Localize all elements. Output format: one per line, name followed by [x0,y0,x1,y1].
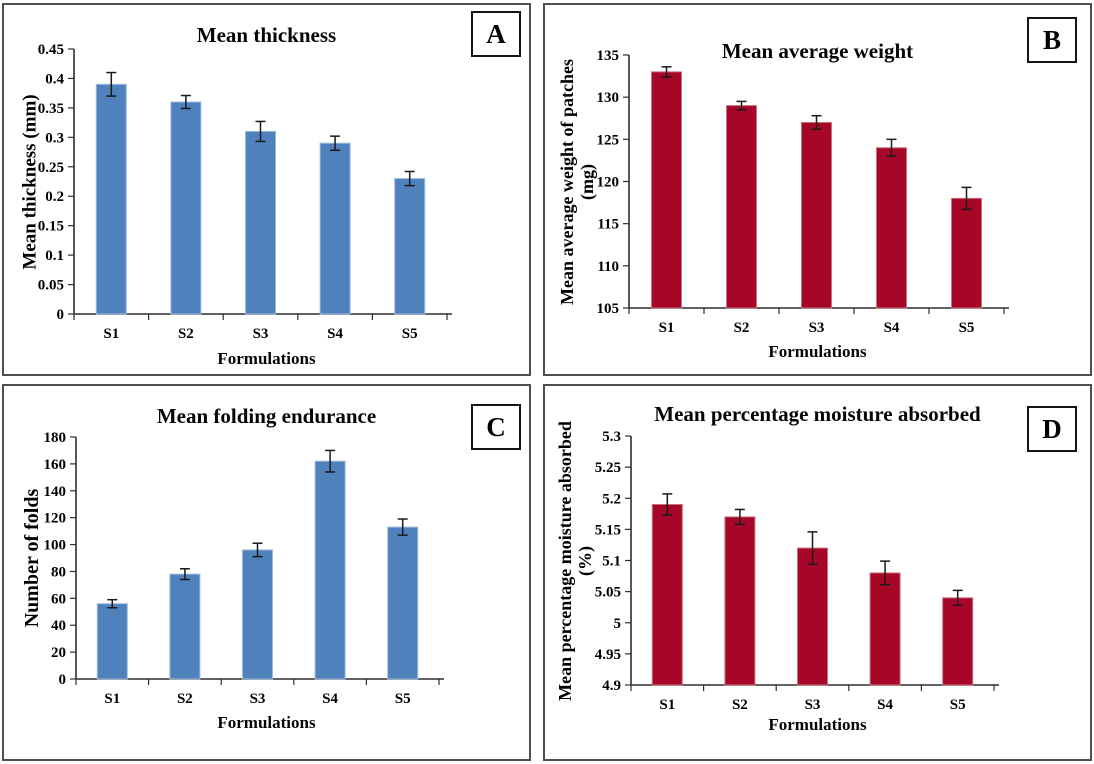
svg-text:5.2: 5.2 [602,491,621,507]
x-axis-label: Formulations [768,715,867,734]
svg-text:0: 0 [59,672,67,688]
svg-text:0.2: 0.2 [45,189,64,205]
svg-text:4.9: 4.9 [602,678,621,694]
svg-text:160: 160 [44,457,67,473]
svg-text:140: 140 [44,484,67,500]
svg-text:S2: S2 [178,326,194,342]
svg-text:S5: S5 [950,697,966,713]
svg-text:5.05: 5.05 [595,585,621,601]
svg-text:0.35: 0.35 [38,101,64,117]
svg-text:120: 120 [597,175,620,191]
panel-letter: D [1042,413,1062,444]
svg-text:0.25: 0.25 [38,160,64,176]
svg-text:135: 135 [597,48,620,64]
panel-a: 0 0.05 0.1 0.15 0.2 0.25 0.3 0.35 0.4 0.45 S1 S2 S3 S… [2,3,531,376]
panel-letter-box: B [1027,17,1077,63]
panel-letter: A [486,18,506,49]
svg-text:S4: S4 [877,697,893,713]
svg-text:S3: S3 [253,326,269,342]
bar-chart-mean-average-weight: 105 110 115 120 125 130 135 S1 S2 S3 S4 S5 [597,48,1009,336]
svg-text:110: 110 [597,259,619,275]
svg-text:100: 100 [44,538,67,554]
panel-letter: B [1042,24,1061,55]
panel-letter: C [486,411,506,442]
svg-text:0.4: 0.4 [45,71,64,87]
svg-text:S1: S1 [659,697,675,713]
svg-text:S1: S1 [104,691,120,707]
svg-text:S3: S3 [809,320,825,336]
svg-text:130: 130 [597,90,620,106]
bar-chart-mean-folding-endurance: 0 20 40 60 80 100 120 140 160 180 S1 S2 S3 S4 S5 [44,430,444,707]
bar-chart-mean-thickness: 0 0.05 0.1 0.15 0.2 0.25 0.3 0.35 0.4 0.45 S1 S2 S3 S… [38,42,452,342]
svg-text:S5: S5 [395,691,411,707]
svg-text:5.1: 5.1 [602,554,621,570]
svg-text:60: 60 [51,591,66,607]
svg-text:S5: S5 [402,326,418,342]
svg-text:20: 20 [51,645,66,661]
svg-text:S2: S2 [177,691,193,707]
svg-text:180: 180 [44,430,67,446]
panel-letter-box: D [1027,406,1077,452]
svg-text:0.3: 0.3 [45,130,64,146]
svg-text:105: 105 [597,301,620,317]
svg-text:S4: S4 [884,320,900,336]
x-axis-label: Formulations [217,349,316,368]
svg-text:S1: S1 [659,320,675,336]
svg-text:120: 120 [44,511,67,527]
chart-title: Mean thickness [196,23,337,47]
svg-text:S4: S4 [327,326,343,342]
svg-text:5.3: 5.3 [602,429,621,445]
svg-text:S4: S4 [322,691,338,707]
bar-chart-mean-moisture-absorbed: 4.9 4.95 5 5.05 5.1 5.15 5.2 5.25 5.3 S1 S2 S3 S4 S5 [595,429,999,713]
svg-text:0: 0 [57,307,65,323]
y-axis-label: Mean thickness (mm) [19,94,41,270]
svg-text:S2: S2 [734,320,750,336]
svg-text:S3: S3 [805,697,821,713]
chart-title: Mean percentage moisture absorbed [654,402,981,426]
panel-letter-box: A [471,11,521,57]
x-axis-label: Formulations [768,342,867,361]
svg-text:80: 80 [51,564,66,580]
svg-text:40: 40 [51,618,66,634]
panel-c: 0 20 40 60 80 100 120 140 160 180 S1 S2 S3 S4 S5 Mean … [2,384,531,761]
svg-text:0.45: 0.45 [38,42,64,58]
svg-text:0.1: 0.1 [45,248,64,264]
chart-title: Mean average weight [721,39,914,63]
y-axis-label: Number of folds [20,488,43,628]
svg-text:0.05: 0.05 [38,278,64,294]
svg-text:S1: S1 [103,326,119,342]
svg-text:S2: S2 [732,697,748,713]
svg-text:4.95: 4.95 [595,647,621,663]
panel-d: 4.9 4.95 5 5.05 5.1 5.15 5.2 5.25 5.3 S1 S2 S3 S4 S5 … [543,384,1092,761]
y-axis-label: Mean percentage moisture absorbed (%) [554,421,595,701]
x-axis-label: Formulations [217,713,316,732]
svg-text:5.15: 5.15 [595,522,621,538]
svg-text:0.15: 0.15 [38,219,64,235]
svg-text:5.25: 5.25 [595,460,621,476]
svg-text:125: 125 [597,132,620,148]
svg-text:115: 115 [597,217,619,233]
svg-text:5: 5 [614,616,622,632]
y-axis-label: Mean average weight of patches (mg) [556,59,597,305]
svg-text:S5: S5 [959,320,975,336]
svg-text:S3: S3 [250,691,266,707]
chart-title: Mean folding endurance [156,404,377,428]
panel-letter-box: C [471,404,521,450]
panel-b: 105 110 115 120 125 130 135 S1 S2 S3 S4 S5 Mean ave… [543,3,1092,376]
